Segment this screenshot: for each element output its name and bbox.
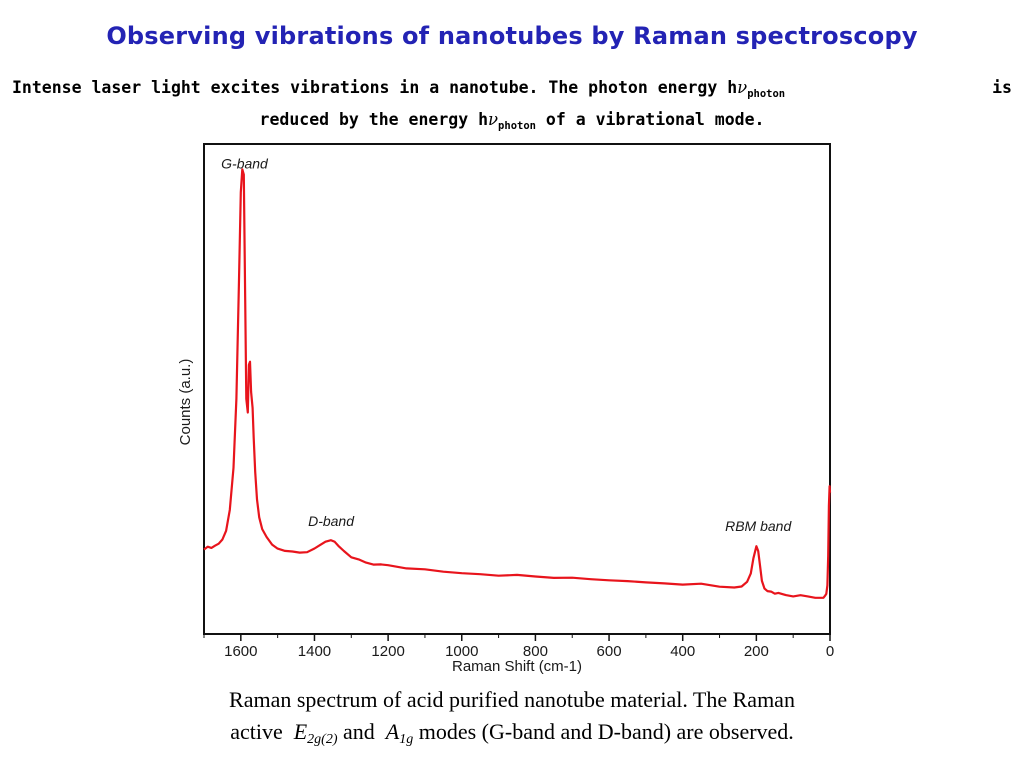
peak-annotations: G-band D-band RBM band (221, 156, 792, 535)
mode-a1g: A1g (385, 719, 414, 747)
intro-line-1: Intense laser light excites vibrations i… (12, 78, 1012, 100)
intro-text-2: reduced by the energy h (259, 110, 489, 129)
x-tick-label: 400 (670, 643, 695, 660)
peak-label: D-band (308, 513, 355, 529)
x-axis-ticks (203, 634, 831, 641)
spectrum-line (203, 168, 832, 599)
peak-label: G-band (221, 156, 269, 172)
x-axis-label: Raman Shift (cm-1) (452, 658, 582, 675)
page-title: Observing vibrations of nanotubes by Ram… (106, 22, 918, 50)
intro-text-2-end: of a vibrational mode. (535, 110, 765, 129)
x-tick-label: 0 (826, 643, 834, 660)
x-tick-label: 200 (744, 643, 769, 660)
x-tick-label: 1000 (445, 643, 478, 660)
x-axis-tick-labels: 1600 1400 1200 1000 800 600 400 200 0 (224, 643, 834, 660)
nu-symbol: ν (737, 78, 748, 97)
caption-line-1: Raman spectrum of acid purified nanotube… (229, 687, 795, 712)
caption-and: and (343, 719, 375, 744)
caption-line-2: active E2g(2) and A1g modes (G-band and … (0, 716, 1024, 748)
x-tick-label: 800 (523, 643, 548, 660)
x-tick-label: 1400 (298, 643, 331, 660)
intro-tail: is (992, 78, 1012, 97)
figure-caption: Raman spectrum of acid purified nanotube… (0, 684, 1024, 748)
x-tick-label: 1200 (371, 643, 404, 660)
nu-symbol-2: ν (488, 110, 499, 129)
caption-end: modes (G-band and D-band) are observed. (418, 719, 794, 744)
peak-label: RBM band (725, 518, 792, 534)
caption-active: active (230, 719, 283, 744)
mode-e2g: E2g(2) (293, 719, 338, 747)
intro-line-2: reduced by the energy hνphoton of a vibr… (0, 110, 1024, 132)
intro-text-1: Intense laser light excites vibrations i… (12, 78, 738, 97)
x-tick-label: 600 (597, 643, 622, 660)
raman-spectrum-chart: Counts (a.u.) 1600 1400 1200 1000 800 600 400 2… (177, 143, 834, 675)
photon-subscript: photon (747, 88, 786, 100)
y-axis-label: Counts (a.u.) (177, 359, 194, 446)
photon-subscript-2: photon (498, 120, 536, 132)
plot-frame (203, 143, 831, 635)
x-tick-label: 1600 (224, 643, 257, 660)
